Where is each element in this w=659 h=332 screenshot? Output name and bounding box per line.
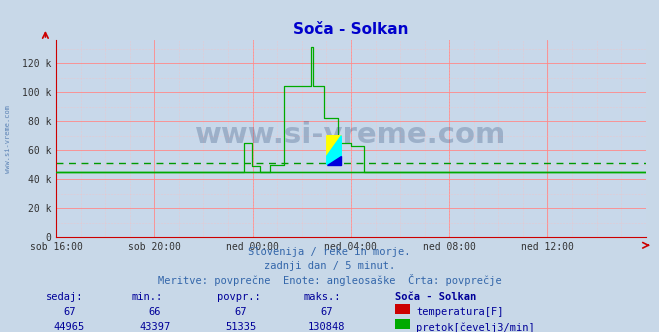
Text: 67: 67 (320, 307, 332, 317)
Text: Soča - Solkan: Soča - Solkan (395, 292, 476, 302)
Text: 51335: 51335 (225, 322, 256, 332)
Text: Meritve: povprečne  Enote: angleosaške  Črta: povprečje: Meritve: povprečne Enote: angleosaške Čr… (158, 274, 501, 286)
Text: zadnji dan / 5 minut.: zadnji dan / 5 minut. (264, 261, 395, 271)
Polygon shape (327, 136, 341, 156)
Text: maks.:: maks.: (303, 292, 341, 302)
Text: 67: 67 (235, 307, 246, 317)
Text: 43397: 43397 (139, 322, 171, 332)
Text: 44965: 44965 (53, 322, 85, 332)
Text: pretok[čevelj3/min]: pretok[čevelj3/min] (416, 322, 535, 332)
Text: Slovenija / reke in morje.: Slovenija / reke in morje. (248, 247, 411, 257)
Text: 130848: 130848 (308, 322, 345, 332)
Polygon shape (327, 156, 341, 165)
Text: povpr.:: povpr.: (217, 292, 261, 302)
Text: www.si-vreme.com: www.si-vreme.com (195, 121, 507, 149)
Title: Soča - Solkan: Soča - Solkan (293, 22, 409, 37)
Polygon shape (327, 136, 341, 165)
Text: 67: 67 (63, 307, 75, 317)
Text: min.:: min.: (132, 292, 163, 302)
Text: temperatura[F]: temperatura[F] (416, 307, 504, 317)
Text: 66: 66 (149, 307, 161, 317)
Text: www.si-vreme.com: www.si-vreme.com (5, 106, 11, 173)
Text: sedaj:: sedaj: (46, 292, 84, 302)
